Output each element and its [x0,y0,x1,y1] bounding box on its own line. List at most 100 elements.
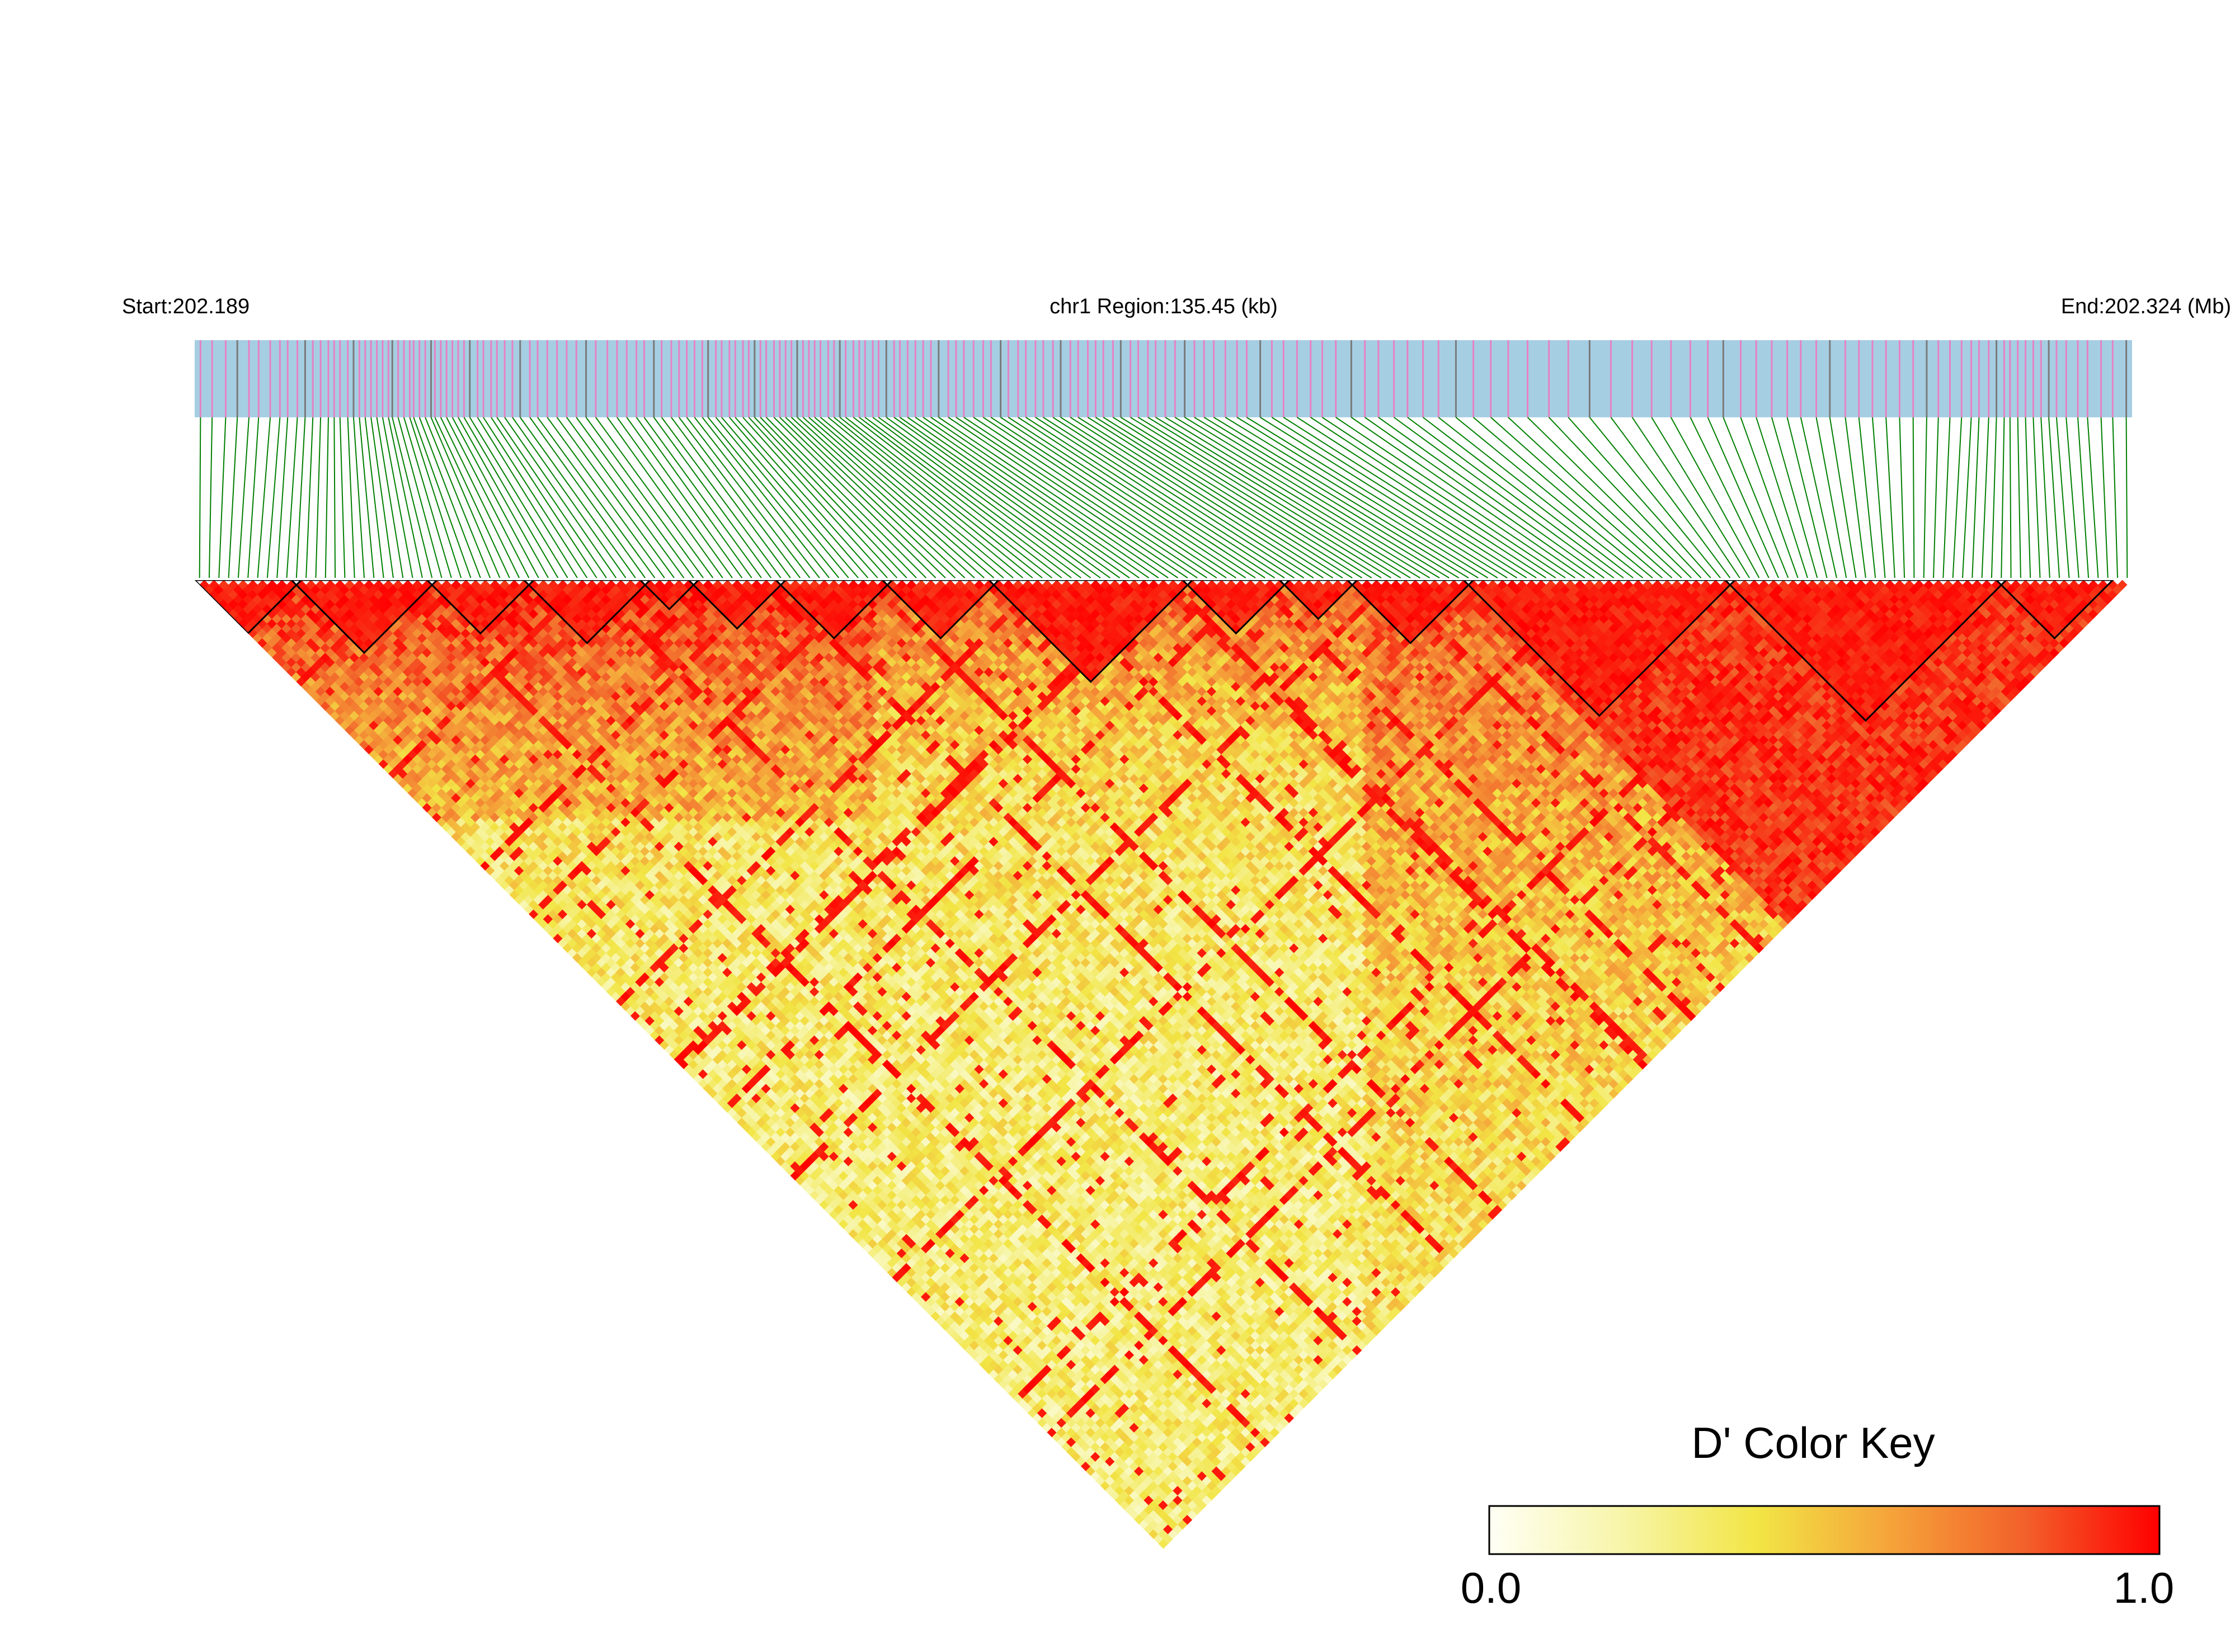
snp-tick [575,340,577,417]
snp-tick [2055,340,2058,417]
snp-connector [1246,417,1508,578]
snp-connector [872,417,1091,578]
snp-tick [2025,340,2027,417]
snp-connector [1568,417,1711,578]
snp-tick [257,340,260,417]
snp-connector [1472,417,1663,578]
snp-tick [2032,340,2034,417]
snp-connector [1394,417,1615,578]
snp-connector [899,417,1130,578]
snp-tick [1350,340,1352,417]
snp-connector [834,417,1033,578]
snp-tick [670,340,672,417]
snp-connector [376,417,404,578]
snp-connector [814,417,1004,578]
snp-connector [643,417,762,578]
snp-tick [1364,340,1366,417]
snp-connector [930,417,1169,578]
snp-tick [701,340,703,417]
snp-tick [1422,340,1424,417]
snp-connector [973,417,1217,578]
snp-tick [893,340,895,417]
end-label: End:202.324 (Mb) [2061,295,2231,318]
snp-tick [734,340,736,417]
snp-tick [387,340,389,417]
snp-connector [1130,417,1391,578]
snp-connector [785,417,956,578]
snp-connector [370,417,394,578]
snp-tick [1815,340,1818,417]
snp-connector [1952,417,1963,578]
snp-tick [333,340,335,417]
snp-connector [1651,417,1750,578]
snp-connector [397,417,443,578]
snp-tick [312,340,314,417]
snp-tick [1184,340,1186,417]
snp-tick [1310,340,1312,417]
snp-connector [1203,417,1469,578]
snp-connector [1103,417,1362,578]
snp-connector [735,417,878,578]
snp-connector [636,417,752,578]
snp-connector [1147,417,1411,578]
snp-connector [491,417,597,578]
snp-connector [1858,417,1876,578]
snp-tick [2111,340,2114,417]
snp-connector [430,417,501,578]
snp-connector [878,417,1101,578]
snp-tick [715,340,717,417]
snp-tick [1912,340,1914,417]
snp-tick [1393,340,1395,417]
snp-tick [643,340,645,417]
snp-connector [715,417,849,578]
snp-tick [496,340,498,417]
snp-connector [1137,417,1401,578]
snp-tick [653,340,655,417]
snp-connector [413,417,472,578]
snp-track-background [195,340,2132,417]
snp-tick [440,340,442,417]
snp-tick [2065,340,2067,417]
snp-connector [1845,417,1866,578]
snp-connector [208,417,213,578]
snp-connector [729,417,869,578]
snp-tick [1722,340,1724,417]
snp-tick [721,340,723,417]
snp-tick [845,340,847,417]
snp-tick [693,340,695,417]
snp-connector [1296,417,1546,578]
snp-tick [1155,340,1157,417]
snp-tick [269,340,271,417]
snp-connector [1527,417,1692,578]
snp-tick [922,340,924,417]
snp-connector [1422,417,1634,578]
snp-tick [370,340,372,417]
snp-tick [1490,340,1492,417]
snp-tick [742,340,744,417]
snp-tick [490,340,492,417]
snp-connector [1271,417,1527,578]
snp-tick [833,340,835,417]
snp-connector [1961,417,1972,578]
snp-connector [694,417,820,578]
snp-connector [1631,417,1740,578]
snp-connector [359,417,375,578]
snp-tick [339,340,341,417]
snp-connector [388,417,423,578]
snp-tick [972,340,975,417]
snp-tick [1094,340,1097,417]
snp-tick [1335,340,1337,417]
snp-tick [1978,340,1980,417]
snp-tick [477,340,479,417]
snp-connector [1213,417,1479,578]
snp-tick [1858,340,1860,417]
snp-tick [852,340,854,417]
ld-triangle [195,580,2128,1549]
snp-tick [1898,340,1900,417]
ld-cell [484,836,496,847]
ld-cell [325,676,336,688]
snp-tick [661,340,663,417]
snp-connector [440,417,520,578]
snp-connector [286,417,298,578]
